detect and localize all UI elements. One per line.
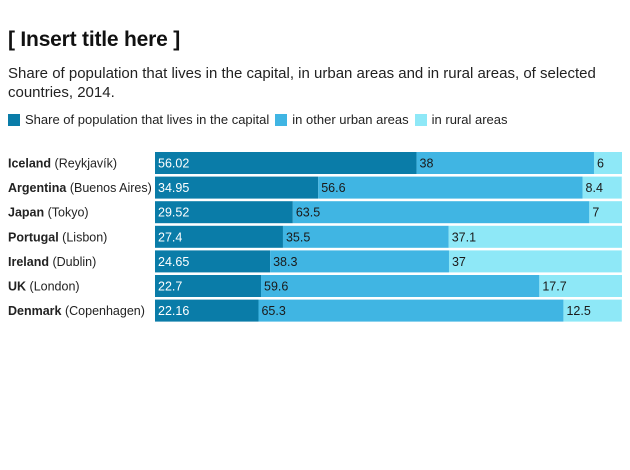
category-label: Argentina (Buenos Aires) [8, 181, 152, 195]
data-label-rural: 17.7 [542, 280, 566, 294]
data-label-urban: 56.6 [321, 181, 345, 195]
category-country: Argentina [8, 181, 67, 195]
bar-segment-capital [155, 275, 262, 297]
bar-segment-capital [155, 225, 283, 248]
data-label-rural: 37 [452, 255, 466, 269]
bar-segment-capital [155, 250, 271, 273]
legend-label-urban: in other urban areas [292, 112, 409, 127]
bar-segment-rural [563, 299, 622, 322]
data-label-urban: 63.5 [296, 206, 320, 220]
bar-segment-urban [261, 275, 540, 297]
legend-swatch-urban [275, 113, 288, 126]
bar-segment-capital [155, 299, 259, 322]
data-label-urban: 38.3 [273, 255, 297, 269]
legend-label-rural: in rural areas [431, 112, 508, 127]
category-country: Ireland [8, 255, 49, 269]
category-label: Denmark (Copenhagen) [8, 304, 145, 318]
bar-segment-capital [155, 152, 417, 174]
category-label: UK (London) [8, 280, 80, 294]
bar-segment-capital [155, 176, 319, 199]
bar-segment-urban [270, 250, 449, 273]
bar-segment-rural [448, 225, 622, 248]
category-capital: (Tokyo) [44, 206, 88, 220]
data-label-urban: 59.6 [264, 280, 288, 294]
data-label-rural: 6 [597, 157, 604, 171]
data-label-capital: 34.95 [158, 181, 189, 195]
data-label-rural: 37.1 [452, 230, 476, 244]
category-capital: (Reykjavík) [51, 157, 117, 171]
category-capital: (Copenhagen) [62, 304, 145, 318]
category-capital: (Lisbon) [59, 230, 108, 244]
bar-segment-rural [448, 250, 622, 273]
bar-segment-urban [282, 225, 449, 248]
category-country: Japan [8, 206, 44, 220]
bar-segment-urban [258, 299, 564, 322]
category-label: Portugal (Lisbon) [8, 230, 107, 244]
category-capital: (Dublin) [49, 255, 96, 269]
category-label: Ireland (Dublin) [8, 255, 96, 269]
data-label-urban: 38 [420, 157, 434, 171]
bar-segment-capital [155, 201, 293, 224]
data-label-rural: 8.4 [586, 181, 603, 195]
chart-title: [ Insert title here ] [8, 28, 181, 51]
chart-subtitle: Share of population that lives in the ca… [8, 65, 596, 101]
legend-item-capital: Share of population that lives in the ca… [8, 112, 269, 127]
bar-segment-rural [539, 275, 622, 297]
category-country: Portugal [8, 230, 59, 244]
data-label-capital: 24.65 [158, 255, 189, 269]
bar-segment-urban [318, 176, 583, 199]
bar-segment-rural [593, 152, 622, 174]
legend-swatch-rural [414, 113, 427, 126]
data-label-capital: 56.02 [158, 157, 189, 171]
data-label-rural: 7 [592, 206, 599, 220]
category-country: Iceland [8, 157, 51, 171]
legend-swatch-capital [8, 113, 20, 126]
category-capital: (Buenos Aires) [66, 181, 151, 195]
bar-segment-urban [416, 152, 594, 174]
bar-segment-rural [582, 176, 622, 199]
data-label-capital: 22.16 [158, 304, 189, 318]
category-country: Denmark [8, 304, 62, 318]
legend-label-capital: Share of population that lives in the ca… [25, 112, 270, 127]
category-capital: (London) [26, 280, 80, 294]
bar-segment-rural [589, 201, 622, 224]
category-label: Japan (Tokyo) [8, 206, 89, 220]
category-label: Iceland (Reykjavík) [8, 157, 117, 171]
category-country: UK [8, 280, 26, 294]
data-label-rural: 12.5 [566, 304, 590, 318]
legend-item-urban: in other urban areas [275, 112, 409, 127]
data-label-urban: 35.5 [286, 230, 310, 244]
chart-legend: Share of population that lives in the ca… [8, 112, 514, 127]
data-label-capital: 29.52 [158, 206, 189, 220]
data-label-urban: 65.3 [261, 304, 285, 318]
legend-item-rural: in rural areas [414, 112, 508, 127]
data-label-capital: 22.7 [158, 280, 182, 294]
bar-segment-urban [292, 201, 590, 224]
data-label-capital: 27.4 [158, 230, 182, 244]
